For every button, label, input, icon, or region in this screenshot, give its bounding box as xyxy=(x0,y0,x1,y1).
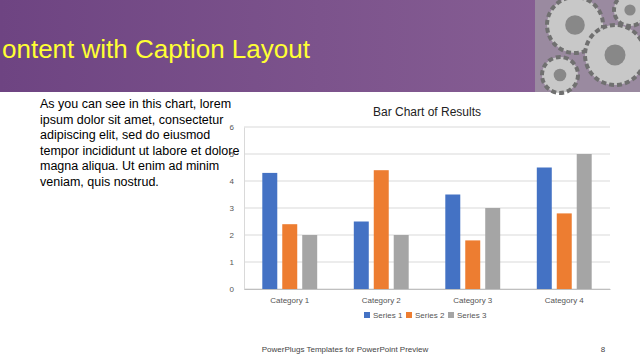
legend-swatch xyxy=(448,312,454,318)
gear xyxy=(542,57,578,93)
header-band xyxy=(0,0,640,92)
gear-image xyxy=(535,0,640,93)
grid-line xyxy=(244,154,610,155)
bar xyxy=(445,195,460,290)
x-tick-label: Category 1 xyxy=(270,296,310,305)
bar-series xyxy=(262,168,551,290)
legend-swatch xyxy=(406,312,412,318)
gear-hub xyxy=(554,69,567,82)
grid-line xyxy=(244,208,610,209)
x-tick: Category 1 xyxy=(270,289,310,305)
legend-item: Series 3 xyxy=(448,311,487,320)
y-tick: 6 xyxy=(230,123,244,132)
legend-item: Series 1 xyxy=(364,311,403,320)
y-tick: 2 xyxy=(230,231,244,240)
legend-item: Series 2 xyxy=(406,311,445,320)
x-tick: Category 4 xyxy=(545,289,585,305)
page-number: 8 xyxy=(601,345,606,354)
y-tick: 3 xyxy=(230,204,244,213)
y-tick-label: 4 xyxy=(230,177,235,186)
gear xyxy=(585,25,640,85)
legend: Series 1 Series 2 Series 3 xyxy=(364,311,487,320)
bar xyxy=(354,222,369,290)
x-tick: Category 2 xyxy=(362,289,402,305)
y-tick-label: 2 xyxy=(230,231,235,240)
bar-series xyxy=(282,170,571,289)
grid-line xyxy=(244,181,610,182)
x-tick-label: Category 3 xyxy=(453,296,493,305)
y-tick: 1 xyxy=(230,258,244,267)
x-axis: Category 1 Category 2 Category 3 Category 4 xyxy=(245,289,611,305)
gear-hub xyxy=(605,45,626,66)
x-tick-label: Category 4 xyxy=(545,296,585,305)
legend-swatch xyxy=(364,312,370,318)
bar xyxy=(374,170,389,289)
grid-line xyxy=(244,235,610,236)
bar xyxy=(485,208,500,289)
gear-hub xyxy=(624,4,635,15)
grid xyxy=(244,127,610,289)
grid-line xyxy=(244,127,610,128)
y-tick-label: 0 xyxy=(230,285,235,294)
y-tick-label: 1 xyxy=(230,258,235,267)
gear xyxy=(614,0,640,26)
footer: PowerPlugs Templates for PowerPoint Prev… xyxy=(262,345,429,354)
bars xyxy=(262,154,591,289)
y-tick: 0 xyxy=(230,285,244,294)
caption: As you can see in this chart, lorem ipsu… xyxy=(40,97,245,190)
chart-title: Bar Chart of Results xyxy=(373,105,481,119)
bar xyxy=(302,235,317,289)
gear-hub xyxy=(565,15,585,35)
y-axis-line xyxy=(244,128,245,290)
bar xyxy=(394,235,409,289)
legend-label: Series 3 xyxy=(457,311,487,320)
x-tick: Category 3 xyxy=(453,289,493,305)
y-tick: 4 xyxy=(230,177,244,186)
grid-line xyxy=(244,289,610,290)
bar xyxy=(557,213,572,289)
bar xyxy=(537,168,552,290)
x-axis-line xyxy=(245,289,611,290)
legend-label: Series 1 xyxy=(373,311,403,320)
bar xyxy=(465,240,480,289)
legend-label: Series 2 xyxy=(415,311,445,320)
bar xyxy=(577,154,592,289)
grid-line xyxy=(244,262,610,263)
slide-title: ontent with Caption Layout xyxy=(2,34,311,64)
x-tick-label: Category 2 xyxy=(362,296,402,305)
bar xyxy=(262,173,277,289)
y-tick-label: 3 xyxy=(230,204,235,213)
bar xyxy=(282,224,297,289)
chart: Bar Chart of Results0123456Category 1Cat… xyxy=(230,105,611,320)
y-tick-label: 6 xyxy=(230,123,235,132)
bar-series xyxy=(302,154,591,289)
